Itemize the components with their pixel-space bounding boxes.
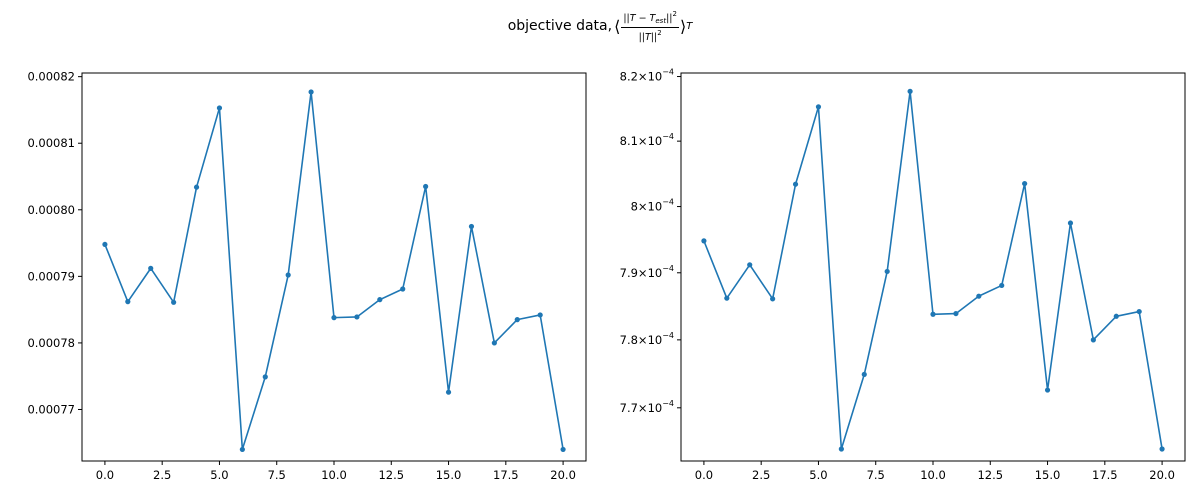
data-point [514,317,520,323]
x-tick-label: 12.5 [977,468,1003,482]
data-point [171,299,177,305]
x-tick-label: 7.5 [268,468,286,482]
y-tick-label: 0.00078 [27,336,75,350]
y-tick-label: 7.9×10−4 [620,264,674,280]
y-tick-label: 0.00077 [27,402,75,416]
data-point [377,297,383,303]
y-tick-label: 0.00079 [27,269,75,283]
x-tick-label: 12.5 [378,468,404,482]
x-tick-label: 20.0 [1149,468,1175,482]
data-point [1159,446,1165,452]
x-tick-label: 10.0 [321,468,347,482]
data-point [423,183,429,190]
axes-frame [680,72,1186,462]
data-point [838,446,844,452]
data-point [999,282,1005,289]
data-point [861,371,867,378]
x-tick-label: 0.0 [695,468,713,482]
data-point [930,311,936,317]
data-point [125,299,131,305]
y-tick-label: 7.7×10−4 [620,399,674,415]
data-point [770,296,776,302]
x-tick-label: 5.0 [809,468,827,482]
x-tick-label: 17.5 [493,468,519,482]
x-tick-label: 5.0 [210,468,228,482]
data-point [537,312,543,318]
data-point [285,272,291,278]
data-point [907,88,913,94]
x-tick-label: 17.5 [1092,468,1118,482]
x-tick-label: 20.0 [550,468,576,482]
series-line [104,91,564,451]
x-tick-label: 15.0 [436,468,462,482]
data-point [445,389,452,395]
data-point [193,184,200,190]
data-point [953,310,959,317]
title-subscript: T [686,20,693,32]
data-point [491,340,497,346]
y-tick-label: 8×10−4 [631,198,674,214]
data-point [1022,180,1028,187]
data-point [400,286,406,292]
data-point [239,446,245,453]
x-tick-label: 15.0 [1035,468,1061,482]
data-point [1090,337,1096,343]
title-close-angle: ⟩ [679,16,687,36]
data-point [331,315,337,321]
x-tick-label: 2.5 [153,468,171,482]
y-tick-label: 8.2×10−4 [620,68,674,84]
x-tick-label: 10.0 [920,468,946,482]
subplot-2: 0.0 2.5 5.0 7.5 10.0 12.5 15.0 17.5 20.0 7.7×10−4… [620,68,1186,482]
data-point [468,223,475,230]
data-point [308,89,314,95]
data-point [1136,308,1142,315]
data-point [701,238,707,244]
series-line [703,90,1163,450]
y-tick-label: 0.00082 [27,70,75,84]
data-point [1044,387,1051,393]
data-point [792,181,799,187]
data-point [560,446,566,453]
data-point [354,314,360,320]
y-tick-label: 0.00081 [27,136,75,150]
figure-title: objective data, ⟨ ||T − Test||2 ||T||2 ⟩… [0,6,1200,46]
title-denominator: ||T||2 [638,29,662,43]
title-numerator: ||T − Test||2 [621,9,679,28]
y-tick-label: 8.1×10−4 [620,132,674,148]
subplot-1: 0.0 2.5 5.0 7.5 10.0 12.5 15.0 17.5 20.0 0.00077 0… [27,70,587,482]
y-tick-label: 7.8×10−4 [620,331,674,347]
title-fraction: ||T − Test||2 ||T||2 [621,9,679,43]
data-point [815,104,822,110]
x-tick-label: 7.5 [867,468,885,482]
data-point [216,105,223,111]
data-point [102,241,108,248]
data-point [148,265,154,271]
x-tick-label: 2.5 [752,468,770,482]
axes-frame [81,72,587,462]
y-tick-label: 0.00080 [27,203,75,217]
title-text: objective data, [507,18,613,34]
data-point [262,374,268,380]
data-point [747,262,753,268]
x-tick-label: 0.0 [96,468,114,482]
data-point [976,293,982,299]
data-point [884,268,890,275]
title-open-angle: ⟨ [614,16,621,36]
data-point [1113,313,1119,319]
data-point [1067,220,1074,226]
data-point [724,295,730,301]
